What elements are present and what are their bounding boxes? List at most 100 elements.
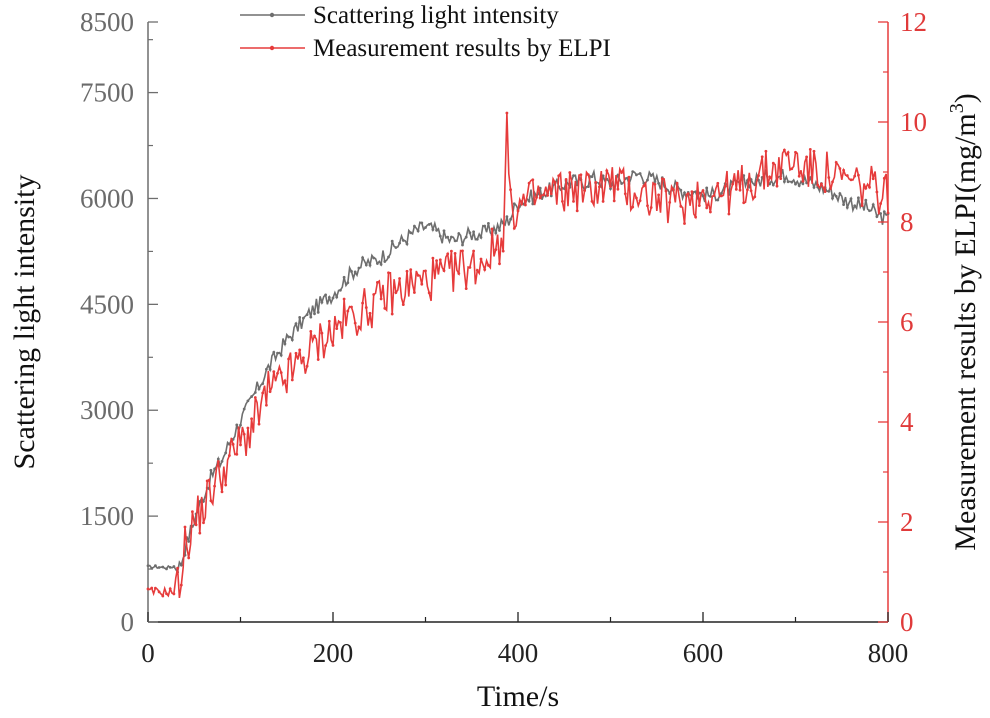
elpi-measurement-point — [342, 297, 346, 301]
elpi-measurement-point — [253, 396, 257, 399]
elpi-measurement-point — [882, 176, 886, 180]
scattering-light-intensity-point — [786, 180, 790, 184]
elpi-measurement-point — [390, 312, 394, 316]
scattering-light-intensity-point — [649, 174, 653, 177]
elpi-measurement-point — [427, 291, 431, 295]
scattering-light-intensity-point — [146, 564, 150, 568]
elpi-measurement-point — [357, 325, 361, 329]
elpi-measurement-point — [150, 586, 154, 590]
elpi-measurement-point — [228, 454, 231, 457]
legend-label-elpi: Measurement results by ELPI — [313, 35, 611, 62]
elpi-measurement-point — [279, 371, 283, 375]
scattering-light-intensity-point — [797, 184, 801, 188]
y-right-axis-title: Measurement results by ELPI(mg/m3) — [946, 93, 982, 550]
elpi-measurement-point — [276, 372, 279, 375]
elpi-measurement-point — [660, 177, 664, 181]
elpi-measurement-point — [812, 149, 816, 153]
scattering-light-intensity-point — [420, 221, 424, 225]
scattering-light-intensity-point — [483, 224, 487, 228]
elpi-measurement-point — [827, 176, 831, 179]
elpi-measurement-point — [590, 199, 594, 203]
y-right-axis-title-sup: 3 — [946, 103, 968, 113]
elpi-measurement-point — [627, 175, 631, 179]
elpi-measurement-point — [320, 331, 324, 335]
scattering-light-intensity-point — [871, 203, 875, 207]
scattering-light-intensity-point — [479, 236, 483, 239]
elpi-measurement-point — [572, 199, 575, 203]
elpi-measurement-point — [834, 160, 838, 164]
elpi-measurement-point — [764, 149, 768, 153]
y-left-tick-label: 4500 — [80, 289, 134, 319]
elpi-measurement-point — [246, 426, 250, 430]
scattering-light-intensity-point — [849, 197, 853, 201]
scattering-light-intensity-point — [435, 228, 438, 232]
elpi-measurement-point — [287, 357, 290, 361]
elpi-measurement-point — [723, 184, 727, 188]
elpi-measurement-point — [783, 148, 786, 152]
elpi-measurement-point — [479, 257, 483, 261]
elpi-measurement-point — [779, 177, 783, 181]
scattering-light-intensity-point — [305, 313, 309, 317]
elpi-measurement-point — [157, 590, 161, 594]
scattering-light-intensity-point — [438, 234, 442, 238]
elpi-measurement-point — [871, 177, 875, 181]
elpi-measurement-point — [564, 178, 568, 181]
y-left-axis-ticks: 0 1500 3000 4500 6000 7500 8500 — [80, 7, 158, 637]
elpi-measurement-point — [609, 185, 612, 188]
elpi-measurement-point — [697, 204, 701, 208]
elpi-measurement-point — [635, 196, 638, 200]
elpi-measurement-point — [394, 291, 398, 294]
scattering-light-intensity-point — [379, 263, 383, 266]
scattering-light-intensity-point — [216, 457, 220, 461]
elpi-measurement-point — [638, 199, 642, 203]
elpi-measurement-point — [731, 182, 734, 186]
elpi-measurement-point — [749, 189, 753, 193]
elpi-measurement-point — [842, 168, 845, 172]
scattering-light-intensity-point — [720, 191, 723, 195]
y-right-tick-label: 2 — [900, 507, 914, 537]
elpi-measurement-point — [168, 587, 172, 591]
elpi-measurement-point — [213, 484, 217, 488]
elpi-measurement-point — [775, 184, 779, 188]
y-right-axis-title-main: Measurement results by ELPI(mg/m — [949, 113, 982, 550]
scattering-light-intensity-point — [405, 242, 409, 246]
elpi-measurement-point — [605, 169, 609, 173]
elpi-measurement-point — [438, 258, 442, 262]
elpi-measurement-point — [364, 306, 368, 309]
scattering-light-intensity-point — [320, 301, 324, 304]
elpi-measurement-point — [546, 194, 549, 197]
scattering-light-intensity-point — [401, 239, 405, 242]
elpi-measurement-point — [261, 391, 265, 395]
elpi-measurement-point — [420, 282, 424, 286]
elpi-measurement-point — [257, 422, 261, 426]
scattering-light-intensity-points — [146, 169, 890, 574]
scattering-light-intensity-point — [350, 270, 353, 273]
scattering-light-intensity-point — [638, 172, 642, 175]
scattering-light-intensity-point — [353, 270, 357, 274]
elpi-measurement-point — [316, 358, 320, 361]
scattering-light-intensity-point — [646, 178, 649, 182]
scattering-light-intensity-point — [427, 223, 431, 226]
elpi-measurement-point — [879, 202, 882, 206]
scattering-light-intensity-point — [450, 235, 453, 239]
scattering-light-intensity-point — [590, 175, 594, 179]
elpi-measurement-point — [683, 222, 686, 225]
elpi-measurement-point — [250, 417, 254, 421]
elpi-measurement-point — [265, 403, 268, 407]
elpi-measurement-point — [561, 200, 564, 203]
scattering-light-intensity-point — [387, 255, 390, 259]
elpi-measurement-point — [690, 190, 694, 194]
elpi-measurement-point — [294, 351, 298, 355]
elpi-measurement-point — [860, 204, 864, 207]
elpi-measurement-point — [868, 185, 871, 189]
x-axis-ticks: 0 200 400 600 800 — [141, 612, 908, 668]
elpi-measurement-point — [194, 523, 198, 527]
scattering-light-intensity-point — [253, 391, 257, 394]
scattering-light-intensity-point — [327, 296, 331, 299]
scattering-light-intensity-point — [372, 256, 376, 260]
elpi-measurement-point — [176, 566, 180, 570]
elpi-measurement-point — [705, 206, 709, 210]
elpi-measurement-point — [623, 192, 627, 196]
elpi-measurement-point — [853, 174, 857, 178]
scattering-light-intensity-point — [413, 224, 416, 228]
